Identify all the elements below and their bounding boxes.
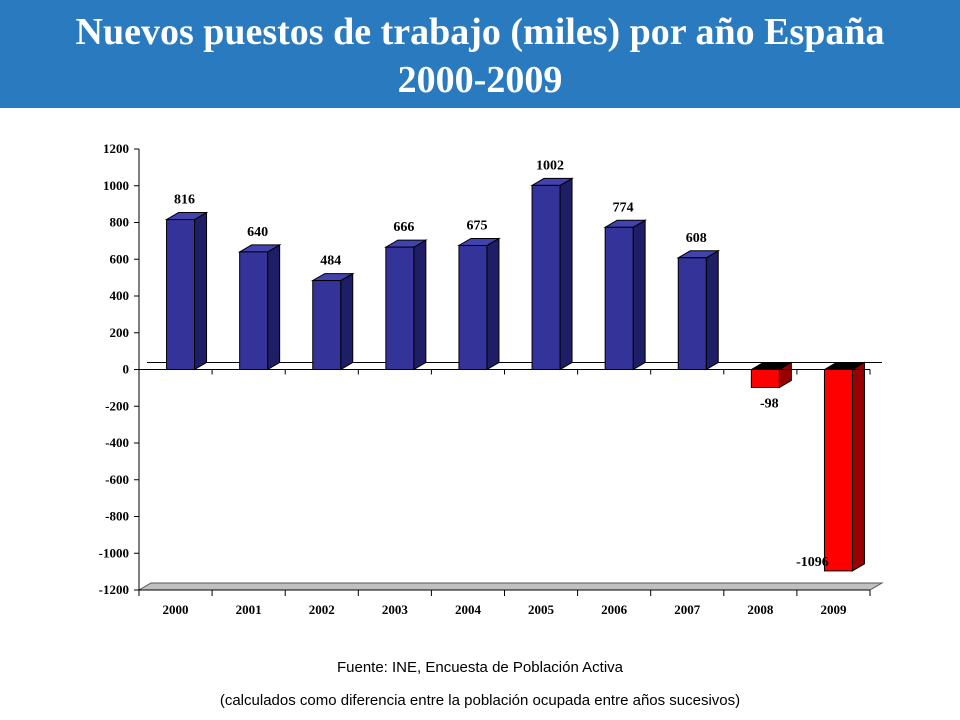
- x-tick-label: 2003: [382, 602, 409, 617]
- x-tick-label: 2007: [674, 602, 701, 617]
- y-tick-label: 600: [110, 251, 130, 266]
- bar: [312, 280, 342, 370]
- data-label: 608: [686, 231, 707, 246]
- x-tick-label: 2001: [236, 602, 262, 617]
- method-note: (calculados como diferencia entre la pob…: [219, 692, 741, 709]
- x-tick-label: 2008: [747, 602, 774, 617]
- data-label: 675: [466, 218, 487, 233]
- x-tick-label: 2004: [455, 602, 482, 617]
- chart-floor: [137, 582, 884, 591]
- bar: [531, 184, 561, 370]
- bar: [677, 257, 707, 370]
- bar-side: [486, 237, 500, 371]
- x-tick-label: 2005: [528, 602, 555, 617]
- bar-side: [267, 244, 281, 371]
- y-tick-label: 400: [110, 288, 130, 303]
- chart-title-line-2: 2000-2009: [397, 59, 563, 101]
- bar: [166, 219, 196, 370]
- y-tick-label: 200: [110, 325, 130, 340]
- y-tick-label: -400: [105, 435, 129, 450]
- bar: [385, 246, 415, 370]
- x-tick-label: 2009: [820, 602, 847, 617]
- chart-title: Nuevos puestos de trabajo (miles) por añ…: [0, 8, 960, 104]
- y-tick-label: -1200: [99, 582, 129, 597]
- bar: [604, 226, 634, 370]
- y-tick-label: -1000: [99, 545, 129, 560]
- bar-side: [413, 239, 427, 371]
- bar-side: [559, 177, 573, 371]
- x-tick-label: 2000: [163, 602, 189, 617]
- y-tick-label: -200: [105, 398, 129, 413]
- source-note: Fuente: INE, Encuesta de Población Activ…: [336, 659, 623, 676]
- bar-side: [705, 249, 719, 371]
- data-label: 484: [320, 254, 341, 269]
- bar: [458, 244, 488, 370]
- bar-side: [851, 361, 865, 572]
- y-tick-label: 0: [123, 362, 130, 377]
- x-tick-label: 2002: [309, 602, 335, 617]
- bar: [750, 369, 780, 389]
- bar-side: [194, 211, 208, 371]
- chart-title-line-1: Nuevos puestos de trabajo (miles) por añ…: [75, 11, 885, 53]
- data-label: 666: [393, 220, 414, 235]
- y-tick-label: 800: [110, 215, 130, 230]
- data-label: 640: [247, 225, 268, 240]
- y-tick-label: 1200: [103, 141, 129, 156]
- y-tick-label: 1000: [103, 178, 129, 193]
- bar: [239, 251, 269, 370]
- bar-side: [340, 272, 354, 371]
- y-tick-label: -600: [105, 472, 129, 487]
- bar: [823, 369, 853, 572]
- y-tick-label: -800: [105, 509, 129, 524]
- data-label: -1096: [796, 555, 829, 570]
- bar-chart: 120010008006004002000-200-400-600-800-10…: [99, 141, 884, 617]
- data-label: -98: [760, 397, 779, 412]
- x-tick-label: 2006: [601, 602, 628, 617]
- bar-side: [632, 219, 646, 371]
- data-label: 1002: [536, 158, 564, 173]
- data-label: 816: [174, 193, 195, 208]
- title-bar: [0, 0, 960, 108]
- data-label: 774: [613, 200, 634, 215]
